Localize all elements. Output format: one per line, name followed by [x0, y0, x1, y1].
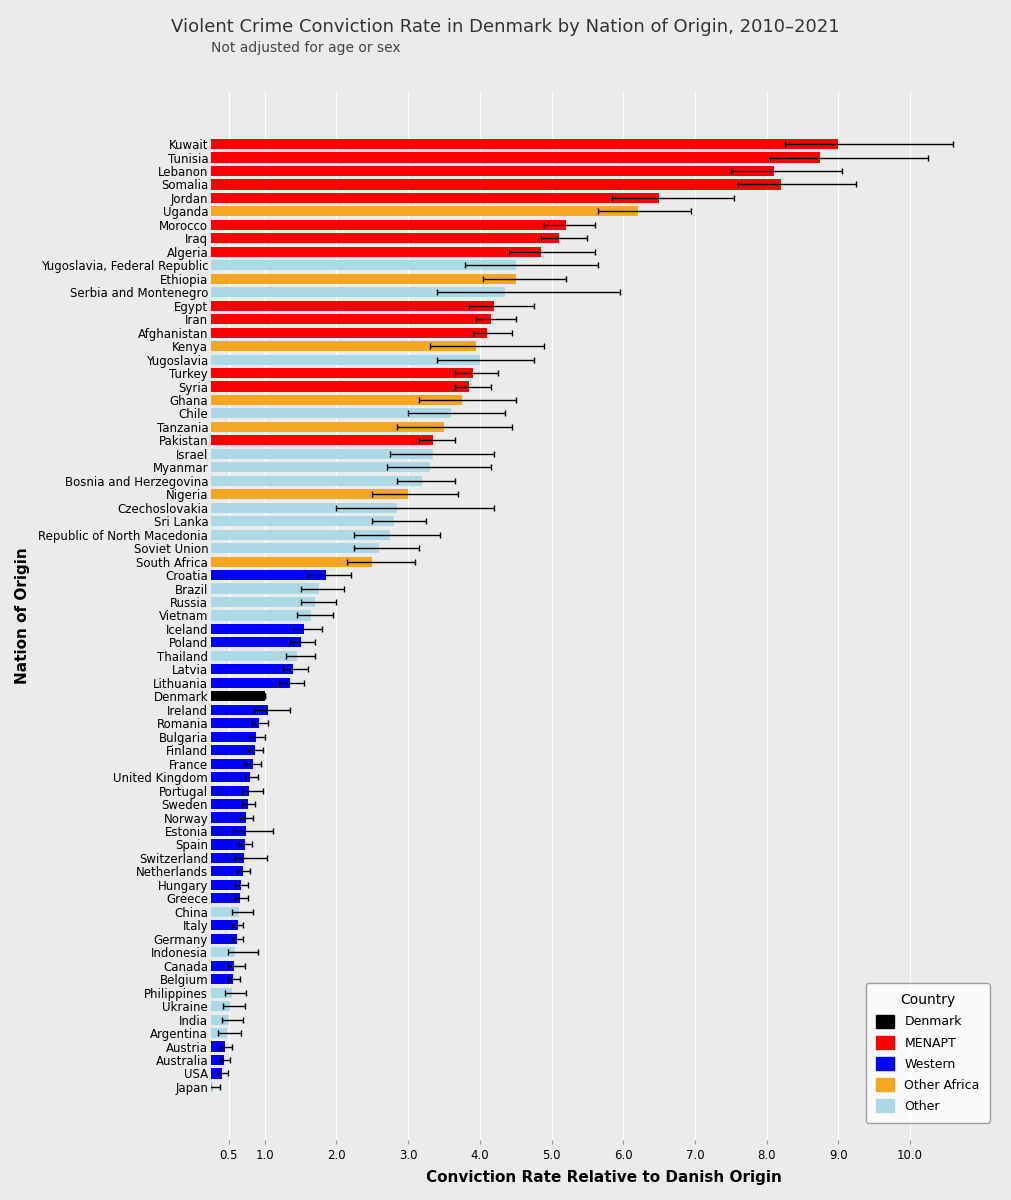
Bar — [193, 193, 659, 203]
Bar — [193, 516, 394, 527]
Bar — [193, 745, 255, 755]
Bar — [193, 503, 397, 512]
Bar — [193, 611, 311, 620]
Bar — [193, 449, 434, 458]
Bar — [193, 704, 268, 715]
Bar — [193, 382, 469, 391]
Bar — [193, 772, 251, 782]
Bar — [193, 678, 290, 688]
Bar — [193, 274, 516, 283]
Bar — [193, 786, 249, 796]
Bar — [193, 475, 423, 486]
Bar — [193, 947, 236, 958]
Bar — [193, 1055, 223, 1066]
Bar — [193, 1082, 213, 1092]
Bar — [193, 570, 326, 580]
Bar — [193, 139, 838, 149]
Bar — [193, 341, 476, 352]
Bar — [193, 920, 238, 930]
Bar — [193, 1014, 228, 1025]
Bar — [193, 529, 390, 540]
Bar — [193, 1028, 226, 1038]
Bar — [193, 368, 473, 378]
Bar — [193, 301, 494, 311]
Bar — [193, 395, 462, 406]
Bar — [193, 1001, 231, 1012]
Bar — [193, 624, 304, 634]
Bar — [193, 893, 241, 904]
Bar — [193, 596, 315, 607]
Bar — [193, 557, 372, 566]
Bar — [193, 152, 820, 162]
Y-axis label: Nation of Origin: Nation of Origin — [15, 547, 30, 684]
Bar — [193, 1068, 222, 1079]
Bar — [193, 314, 490, 324]
Bar — [193, 544, 379, 553]
Bar — [193, 840, 245, 850]
Bar — [193, 166, 773, 176]
Bar — [193, 1042, 225, 1051]
Bar — [193, 691, 265, 701]
Bar — [193, 206, 638, 216]
Bar — [193, 934, 237, 944]
Bar — [193, 220, 566, 230]
Bar — [193, 179, 780, 190]
Bar — [193, 853, 244, 863]
Bar — [193, 812, 246, 822]
Bar — [193, 907, 239, 917]
Bar — [193, 758, 253, 769]
Bar — [193, 880, 241, 890]
Bar — [193, 436, 434, 445]
Bar — [193, 637, 300, 648]
Bar — [193, 422, 444, 432]
Bar — [193, 732, 256, 742]
Text: Violent Crime Conviction Rate in Denmark by Nation of Origin, 2010–2021: Violent Crime Conviction Rate in Denmark… — [171, 18, 840, 36]
Bar — [193, 408, 451, 419]
Bar — [193, 866, 243, 876]
X-axis label: Conviction Rate Relative to Danish Origin: Conviction Rate Relative to Danish Origi… — [426, 1170, 782, 1184]
Bar — [193, 328, 487, 337]
Bar — [193, 260, 516, 270]
Bar — [193, 799, 248, 809]
Bar — [193, 988, 232, 997]
Bar — [193, 462, 430, 473]
Bar — [193, 247, 541, 257]
Legend: Denmark, MENAPT, Western, Other Africa, Other: Denmark, MENAPT, Western, Other Africa, … — [865, 983, 990, 1123]
Bar — [193, 665, 293, 674]
Bar — [193, 354, 480, 365]
Bar — [193, 961, 234, 971]
Bar — [193, 974, 234, 984]
Text: Not adjusted for age or sex: Not adjusted for age or sex — [211, 41, 400, 55]
Bar — [193, 718, 259, 728]
Bar — [193, 650, 297, 661]
Bar — [193, 583, 318, 594]
Bar — [193, 287, 504, 298]
Bar — [193, 233, 559, 244]
Bar — [193, 490, 408, 499]
Bar — [193, 826, 246, 836]
